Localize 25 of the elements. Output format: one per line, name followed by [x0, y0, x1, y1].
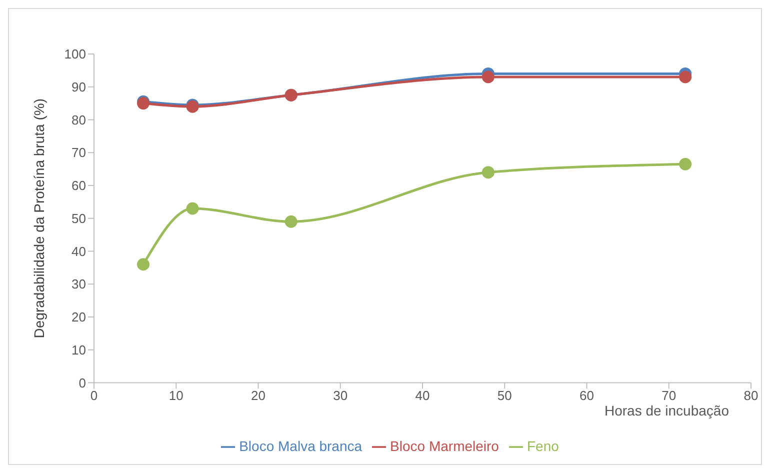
x-tick-label: 10: [168, 388, 184, 403]
y-tick-label: 70: [72, 145, 86, 160]
x-tick-label: 20: [251, 388, 266, 403]
y-tick-label: 80: [72, 112, 86, 128]
legend-label: Bloco Marmeleiro: [390, 438, 499, 454]
y-tick-label: 50: [72, 210, 86, 226]
y-tick-label: 20: [72, 310, 86, 325]
legend-label: Bloco Malva branca: [239, 438, 362, 454]
x-tick-label: 60: [580, 388, 594, 403]
y-axis-title: Degradabilidade da Proteína bruta (%): [30, 98, 47, 338]
x-tick-label: 0: [90, 388, 98, 403]
x-tick-label: 50: [497, 388, 512, 403]
x-axis-title: Horas de incubação: [604, 402, 730, 419]
y-tick-label: 30: [72, 276, 86, 292]
y-tick-label: 90: [72, 79, 86, 94]
y-tick-label: 100: [64, 46, 86, 62]
y-tick-label: 10: [72, 342, 86, 358]
y-tick-label: 60: [72, 178, 86, 194]
x-tick-label: 80: [744, 388, 758, 403]
x-tick-label: 70: [662, 388, 676, 403]
y-tick-label: 0: [78, 375, 86, 390]
y-tick-label: 40: [72, 244, 86, 259]
x-tick-label: 40: [415, 388, 430, 403]
x-tick-label: 30: [333, 388, 348, 403]
legend-label: Feno: [526, 438, 559, 454]
